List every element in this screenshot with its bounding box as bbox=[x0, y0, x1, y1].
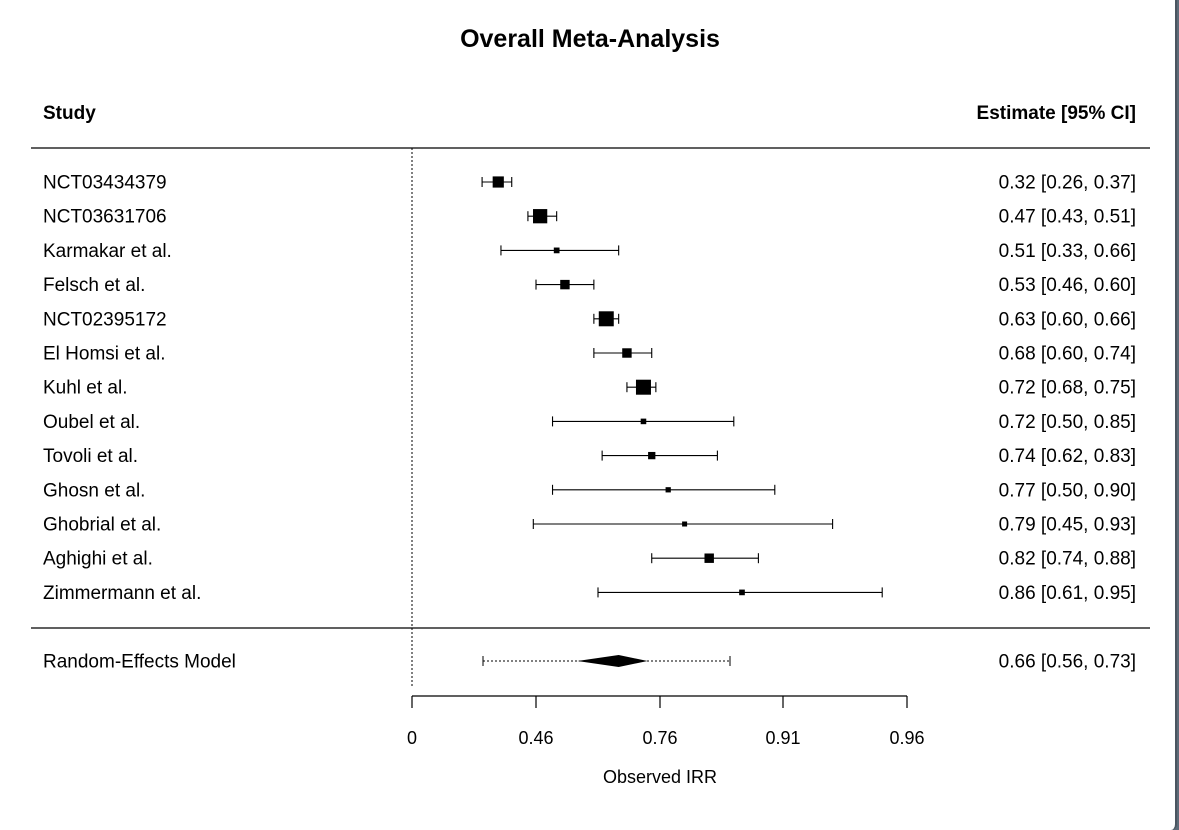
x-tick-label: 0.96 bbox=[889, 728, 924, 748]
x-tick-label: 0 bbox=[407, 728, 417, 748]
study-estimate-label: 0.32 [0.26, 0.37] bbox=[999, 173, 1136, 194]
study-row: Karmakar et al. 0.51 [0.33, 0.66] bbox=[43, 241, 1136, 262]
study-row: Zimmermann et al. 0.86 [0.61, 0.95] bbox=[43, 583, 1136, 604]
summary-row: Random-Effects Model 0.66 [0.56, 0.73] bbox=[43, 652, 1136, 673]
study-row: NCT03434379 0.32 [0.26, 0.37] bbox=[43, 173, 1136, 194]
point-estimate-square bbox=[533, 209, 548, 224]
study-estimate-label: 0.47 [0.43, 0.51] bbox=[999, 207, 1136, 228]
point-estimate-square bbox=[560, 279, 570, 290]
study-estimate-label: 0.72 [0.50, 0.85] bbox=[999, 412, 1136, 433]
study-estimate-label: 0.77 [0.50, 0.90] bbox=[999, 480, 1136, 501]
study-name: Ghobrial et al. bbox=[43, 515, 161, 536]
study-name: El Homsi et al. bbox=[43, 344, 165, 365]
study-estimate-label: 0.79 [0.45, 0.93] bbox=[999, 515, 1136, 536]
point-estimate-square bbox=[492, 176, 504, 188]
x-tick-label: 0.76 bbox=[642, 728, 677, 748]
point-estimate-square bbox=[640, 418, 647, 425]
study-name: Felsch et al. bbox=[43, 275, 145, 296]
study-row: Tovoli et al. 0.74 [0.62, 0.83] bbox=[43, 446, 1136, 467]
point-estimate-square bbox=[704, 553, 714, 563]
study-column-header: Study bbox=[43, 103, 96, 124]
study-name: Kuhl et al. bbox=[43, 378, 128, 399]
study-estimate-label: 0.86 [0.61, 0.95] bbox=[999, 583, 1136, 604]
summary-diamond bbox=[577, 655, 648, 667]
point-estimate-square bbox=[622, 348, 632, 358]
study-estimate-label: 0.51 [0.33, 0.66] bbox=[999, 241, 1136, 262]
study-name: Aghighi et al. bbox=[43, 549, 153, 570]
study-estimate-label: 0.68 [0.60, 0.74] bbox=[999, 344, 1136, 365]
study-estimate-label: 0.74 [0.62, 0.83] bbox=[999, 446, 1136, 467]
study-row: NCT02395172 0.63 [0.60, 0.66] bbox=[43, 309, 1136, 330]
study-row: Aghighi et al. 0.82 [0.74, 0.88] bbox=[43, 549, 1136, 570]
point-estimate-square bbox=[739, 589, 745, 596]
study-row: Ghobrial et al. 0.79 [0.45, 0.93] bbox=[43, 515, 1136, 536]
study-name: NCT02395172 bbox=[43, 309, 167, 330]
study-name: NCT03631706 bbox=[43, 207, 167, 228]
study-name: Ghosn et al. bbox=[43, 480, 145, 501]
x-tick-label: 0.46 bbox=[518, 728, 553, 748]
point-estimate-square bbox=[635, 379, 651, 395]
study-name: Oubel et al. bbox=[43, 412, 140, 433]
study-row: Kuhl et al. 0.72 [0.68, 0.75] bbox=[43, 378, 1136, 399]
study-estimate-label: 0.82 [0.74, 0.88] bbox=[999, 549, 1136, 570]
study-row: Ghosn et al. 0.77 [0.50, 0.90] bbox=[43, 480, 1136, 501]
x-axis: 0 0.46 0.76 0.91 0.96 bbox=[407, 695, 925, 748]
summary-estimate-label: 0.66 [0.56, 0.73] bbox=[999, 652, 1136, 673]
point-estimate-square bbox=[648, 451, 656, 460]
study-estimate-label: 0.72 [0.68, 0.75] bbox=[999, 378, 1136, 399]
chart-title: Overall Meta-Analysis bbox=[460, 25, 720, 53]
point-estimate-square bbox=[553, 247, 560, 254]
study-row: Oubel et al. 0.72 [0.50, 0.85] bbox=[43, 412, 1136, 433]
x-axis-label: Observed IRR bbox=[603, 767, 717, 787]
study-name: Karmakar et al. bbox=[43, 241, 172, 262]
study-row: Felsch et al. 0.53 [0.46, 0.60] bbox=[43, 275, 1136, 296]
study-row: El Homsi et al. 0.68 [0.60, 0.74] bbox=[43, 344, 1136, 365]
study-row: NCT03631706 0.47 [0.43, 0.51] bbox=[43, 207, 1136, 228]
point-estimate-square bbox=[682, 521, 688, 527]
study-name: Zimmermann et al. bbox=[43, 583, 201, 604]
study-name: NCT03434379 bbox=[43, 173, 167, 194]
study-name: Tovoli et al. bbox=[43, 446, 138, 467]
study-rows: NCT03434379 0.32 [0.26, 0.37] NCT03631706 0… bbox=[43, 173, 1136, 604]
study-estimate-label: 0.53 [0.46, 0.60] bbox=[999, 275, 1136, 296]
x-tick-label: 0.91 bbox=[765, 728, 800, 748]
summary-name: Random-Effects Model bbox=[43, 652, 236, 673]
point-estimate-square bbox=[598, 311, 614, 327]
estimate-column-header: Estimate [95% CI] bbox=[977, 103, 1136, 124]
study-estimate-label: 0.63 [0.60, 0.66] bbox=[999, 309, 1136, 330]
point-estimate-square bbox=[665, 487, 671, 493]
